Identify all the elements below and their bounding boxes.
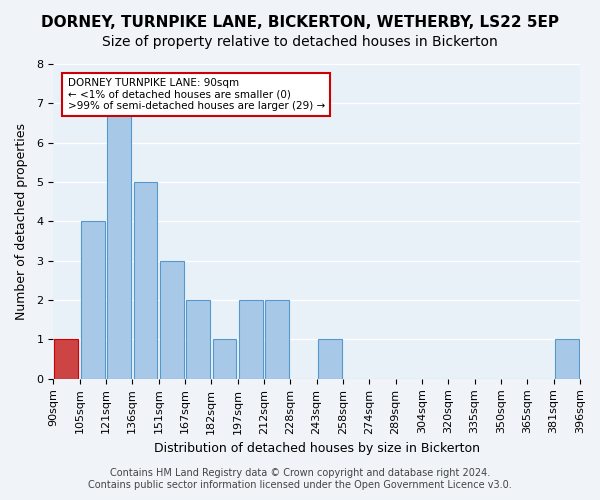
Text: DORNEY, TURNPIKE LANE, BICKERTON, WETHERBY, LS22 5EP: DORNEY, TURNPIKE LANE, BICKERTON, WETHER… (41, 15, 559, 30)
Bar (186, 300, 210, 379)
Text: Size of property relative to detached houses in Bickerton: Size of property relative to detached ho… (102, 35, 498, 49)
Text: DORNEY TURNPIKE LANE: 90sqm
← <1% of detached houses are smaller (0)
>99% of sem: DORNEY TURNPIKE LANE: 90sqm ← <1% of det… (68, 78, 325, 111)
Bar (107, 104, 131, 379)
Bar (81, 222, 104, 379)
Bar (318, 340, 341, 379)
Bar (134, 182, 157, 379)
Bar (265, 300, 289, 379)
Bar (55, 340, 78, 379)
X-axis label: Distribution of detached houses by size in Bickerton: Distribution of detached houses by size … (154, 442, 479, 455)
Bar (160, 261, 184, 379)
Bar (212, 340, 236, 379)
Text: Contains HM Land Registry data © Crown copyright and database right 2024.
Contai: Contains HM Land Registry data © Crown c… (88, 468, 512, 490)
Bar (239, 300, 263, 379)
Bar (555, 340, 578, 379)
Y-axis label: Number of detached properties: Number of detached properties (15, 123, 28, 320)
